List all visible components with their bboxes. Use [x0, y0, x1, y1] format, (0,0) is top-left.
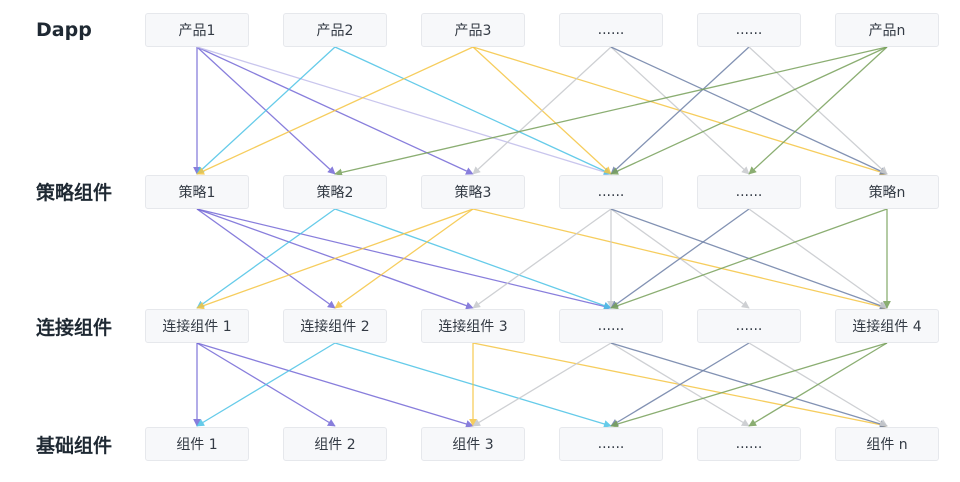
connector-arrow: [334, 208, 474, 309]
connector-arrow: [610, 342, 750, 427]
dapp-ellipsis-1[interactable]: ......: [559, 13, 663, 47]
connector-arrow: [196, 342, 336, 427]
strategy-3[interactable]: 策略3: [421, 175, 525, 209]
layer-label-dapp: Dapp: [36, 19, 92, 41]
strategy-ellipsis-1[interactable]: ......: [559, 175, 663, 209]
connector-arrow: [334, 46, 612, 175]
connector-arrow: [610, 208, 888, 310]
layer-label-connector: 连接组件: [36, 317, 113, 339]
base-ellipsis-1[interactable]: ......: [559, 427, 663, 461]
connector-ellipsis-2[interactable]: ......: [697, 309, 801, 343]
dapp-product-n[interactable]: 产品n: [835, 13, 939, 47]
connector-arrow: [748, 208, 888, 309]
connector-arrow: [196, 46, 474, 175]
connector-arrow: [610, 208, 750, 309]
connector-arrow: [196, 208, 474, 310]
base-ellipsis-2[interactable]: ......: [697, 427, 801, 461]
connector-1[interactable]: 连接组件 1: [145, 309, 249, 343]
strategy-ellipsis-2[interactable]: ......: [697, 175, 801, 209]
base-component-1[interactable]: 组件 1: [145, 427, 249, 461]
connector-arrow: [472, 342, 612, 427]
connector-arrow: [334, 208, 612, 310]
connector-arrow: [196, 208, 336, 309]
layer-label-strategy: 策略组件: [36, 182, 113, 204]
connector-arrow: [196, 342, 474, 428]
connector-arrow: [196, 46, 336, 175]
connector-arrow: [196, 46, 612, 176]
base-component-2[interactable]: 组件 2: [283, 427, 387, 461]
connector-ellipsis-1[interactable]: ......: [559, 309, 663, 343]
base-component-3[interactable]: 组件 3: [421, 427, 525, 461]
connector-arrow: [472, 208, 612, 309]
dapp-ellipsis-2[interactable]: ......: [697, 13, 801, 47]
strategy-2[interactable]: 策略2: [283, 175, 387, 209]
connector-arrow: [748, 342, 888, 427]
dapp-product-2[interactable]: 产品2: [283, 13, 387, 47]
strategy-n[interactable]: 策略n: [835, 175, 939, 209]
connector-3[interactable]: 连接组件 3: [421, 309, 525, 343]
dapp-product-3[interactable]: 产品3: [421, 13, 525, 47]
dapp-product-1[interactable]: 产品1: [145, 13, 249, 47]
connector-arrow: [610, 46, 888, 175]
layer-label-base: 基础组件: [36, 435, 113, 457]
connector-arrow: [610, 46, 750, 175]
connector-2[interactable]: 连接组件 2: [283, 309, 387, 343]
base-component-n[interactable]: 组件 n: [835, 427, 939, 461]
connector-arrow: [610, 342, 888, 428]
connector-4[interactable]: 连接组件 4: [835, 309, 939, 343]
strategy-1[interactable]: 策略1: [145, 175, 249, 209]
connector-arrow: [472, 46, 612, 175]
connector-arrow: [748, 46, 888, 175]
connector-arrow: [334, 46, 888, 177]
